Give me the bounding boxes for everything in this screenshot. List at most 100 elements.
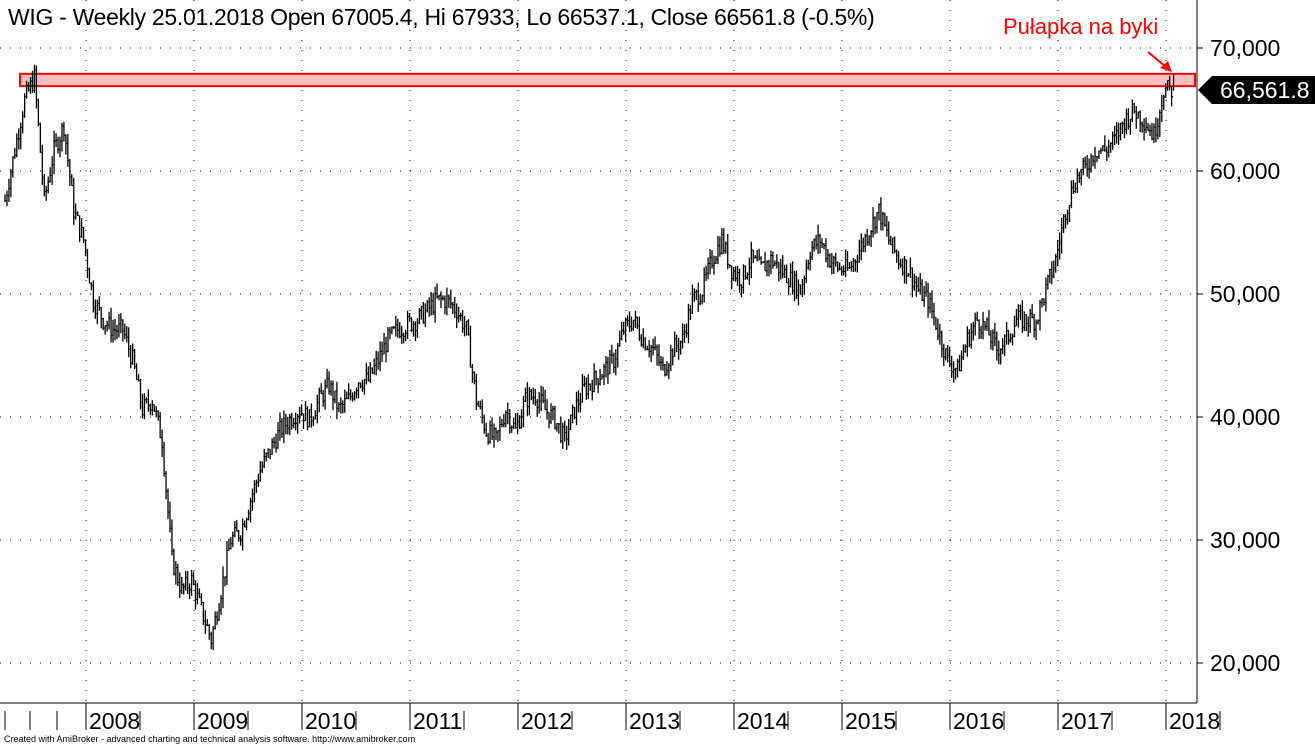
ohlc-bar (1113, 126, 1117, 146)
ohlc-bar (670, 344, 673, 372)
ohlc-bar (1125, 108, 1128, 135)
ohlc-bar (780, 258, 783, 280)
ohlc-bar (990, 330, 993, 350)
ohlc-bar (473, 371, 476, 385)
ohlc-bar (1043, 298, 1046, 306)
ohlc-bar (342, 400, 345, 414)
ohlc-bar (664, 363, 667, 377)
ohlc-bar (968, 329, 971, 348)
ohlc-bar (1072, 179, 1075, 194)
ohlc-bar (416, 318, 419, 338)
ohlc-bar (583, 375, 586, 388)
ohlc-bar (1007, 329, 1011, 345)
y-tick-label: 60,000 (1210, 158, 1280, 184)
ohlc-bar (214, 611, 217, 630)
ohlc-bar (377, 351, 380, 370)
ohlc-bar (1074, 182, 1077, 193)
ohlc-bar (538, 392, 541, 414)
ohlc-bar (542, 386, 545, 404)
ohlc-bar (646, 345, 649, 351)
ohlc-bar (69, 158, 72, 186)
ohlc-bar (603, 363, 606, 386)
ohlc-bar (114, 318, 117, 341)
ohlc-bar (742, 264, 745, 294)
ohlc-bar (65, 134, 68, 155)
ohlc-bar (432, 292, 435, 316)
ohlc-bar (925, 281, 928, 297)
ohlc-bar (996, 331, 999, 361)
ohlc-bar (1033, 313, 1036, 338)
ohlc-bar (39, 122, 42, 153)
ohlc-bar (840, 266, 844, 276)
ohlc-bar (302, 413, 306, 430)
ohlc-bar (666, 360, 669, 376)
ohlc-bar (369, 362, 372, 383)
ohlc-bar (10, 168, 13, 198)
ohlc-bar (135, 363, 139, 381)
ohlc-bar (314, 410, 317, 420)
ohlc-bar (609, 349, 612, 375)
ohlc-bar (992, 329, 995, 351)
ohlc-bar (854, 259, 857, 272)
ohlc-bar (552, 405, 555, 421)
ohlc-bar (183, 583, 186, 595)
ohlc-bar (901, 258, 905, 276)
ohlc-bar (970, 323, 973, 349)
ohlc-bar (210, 631, 213, 650)
ohlc-bar (389, 326, 392, 340)
ohlc-bar (167, 488, 170, 520)
ohlc-bar (186, 571, 190, 595)
ohlc-bar (454, 296, 457, 319)
ohlc-bar (939, 323, 942, 345)
y-tick-label: 40,000 (1210, 404, 1280, 430)
ohlc-bar (507, 402, 510, 425)
ohlc-bar (731, 265, 734, 290)
ohlc-bar (120, 312, 123, 334)
ohlc-bar (1080, 168, 1083, 186)
ohlc-bar (391, 326, 394, 335)
ohlc-bar (679, 340, 683, 355)
ohlc-bar (895, 249, 899, 263)
ohlc-bar (850, 260, 853, 272)
ohlc-bar (1155, 117, 1158, 143)
ohlc-bar (438, 294, 441, 301)
ohlc-bar (556, 422, 559, 432)
ohlc-bar (638, 316, 641, 342)
ohlc-bar (273, 436, 276, 449)
ohlc-bar (324, 379, 327, 410)
ohlc-bar (622, 321, 626, 335)
x-tick-label: 2012 (521, 708, 572, 734)
ohlc-bar (660, 355, 663, 371)
ohlc-bar (1082, 157, 1085, 176)
ohlc-bar (1098, 150, 1101, 160)
ohlc-bar (285, 413, 288, 435)
ohlc-bar (839, 262, 842, 271)
ohlc-bar (723, 228, 726, 255)
ohlc-bar (764, 251, 767, 272)
ohlc-bar (495, 427, 498, 441)
ohlc-bar (463, 315, 467, 337)
ohlc-bar (245, 517, 249, 531)
ohlc-bar (882, 211, 885, 231)
ohlc-bar (165, 470, 168, 500)
ohlc-bar (1090, 153, 1093, 173)
ohlc-bar (626, 315, 630, 327)
ohlc-bar (1057, 240, 1060, 267)
ohlc-bar (247, 509, 251, 521)
ohlc-bar (744, 265, 747, 280)
ohlc-bar (662, 356, 665, 371)
ohlc-bar (344, 389, 347, 413)
ohlc-bar (827, 249, 830, 268)
ohlc-bar (373, 358, 376, 375)
ohlc-bar (414, 321, 417, 342)
ohlc-bar (880, 197, 883, 231)
ohlc-bar (1009, 333, 1013, 343)
annotation-arrow (1147, 51, 1167, 68)
ohlc-bar (1064, 214, 1068, 229)
ohlc-bar (862, 237, 865, 253)
ohlc-bar (636, 316, 639, 329)
ohlc-bar (677, 337, 681, 360)
ohlc-bar (831, 253, 834, 275)
ohlc-bar (404, 329, 408, 342)
ohlc-bar (208, 623, 211, 640)
